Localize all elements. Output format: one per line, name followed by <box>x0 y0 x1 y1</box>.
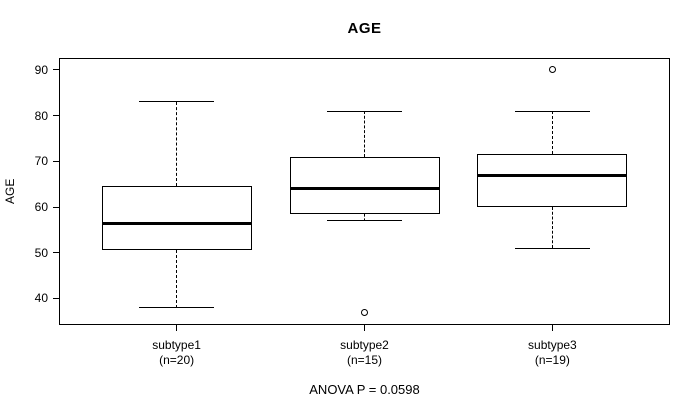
lower-whisker-cap-subtype2 <box>327 220 402 222</box>
upper-whisker-cap-subtype1 <box>139 101 215 103</box>
x-tick-mark-subtype2 <box>364 325 365 331</box>
lower-whisker-subtype1 <box>176 250 178 308</box>
upper-whisker-subtype1 <box>176 101 178 187</box>
upper-whisker-cap-subtype2 <box>327 110 402 112</box>
y-tick-mark-50 <box>53 252 59 254</box>
upper-whisker-cap-subtype3 <box>514 110 590 112</box>
category-sample-size: (n=20) <box>159 353 195 367</box>
y-tick-mark-80 <box>53 115 59 117</box>
outlier-subtype2-0 <box>361 308 368 316</box>
lower-whisker-subtype3 <box>551 207 553 249</box>
upper-whisker-subtype2 <box>364 111 365 157</box>
y-tick-mark-60 <box>53 206 59 208</box>
category-name: subtype3 <box>528 338 577 352</box>
box-subtype2 <box>289 156 440 214</box>
y-tick-label-60: 60 <box>34 200 48 215</box>
y-tick-label-80: 80 <box>34 108 48 123</box>
y-tick-mark-70 <box>53 160 59 162</box>
category-sample-size: (n=19) <box>534 353 570 367</box>
lower-whisker-subtype2 <box>364 213 365 221</box>
y-tick-label-50: 50 <box>34 245 48 260</box>
chart-title: AGE <box>347 20 382 37</box>
lower-whisker-cap-subtype1 <box>139 307 215 309</box>
x-category-label-subtype1: subtype1 (n=20) <box>107 338 247 368</box>
median-subtype3 <box>477 173 628 177</box>
y-tick-mark-90 <box>53 69 59 71</box>
outlier-subtype3-0 <box>548 66 556 74</box>
y-tick-mark-40 <box>53 297 59 299</box>
box-subtype3 <box>477 154 628 208</box>
category-name: subtype2 <box>340 338 389 352</box>
y-tick-label-70: 70 <box>34 154 48 169</box>
x-tick-mark-subtype1 <box>176 325 178 331</box>
y-tick-label-90: 90 <box>34 62 48 77</box>
box-subtype1 <box>101 186 252 251</box>
median-subtype1 <box>101 221 252 225</box>
median-subtype2 <box>289 187 440 191</box>
y-tick-label-40: 40 <box>34 291 48 306</box>
x-tick-mark-subtype3 <box>551 325 553 331</box>
anova-annotation: ANOVA P = 0.0598 <box>309 382 420 397</box>
x-category-label-subtype2: subtype2 (n=15) <box>295 338 435 368</box>
lower-whisker-cap-subtype3 <box>514 247 590 249</box>
category-sample-size: (n=15) <box>346 353 383 367</box>
x-category-label-subtype3: subtype3 (n=19) <box>482 338 622 368</box>
y-axis-label: AGE <box>3 178 17 205</box>
category-name: subtype1 <box>152 338 201 352</box>
plot-area <box>59 58 670 325</box>
upper-whisker-subtype3 <box>551 111 553 155</box>
